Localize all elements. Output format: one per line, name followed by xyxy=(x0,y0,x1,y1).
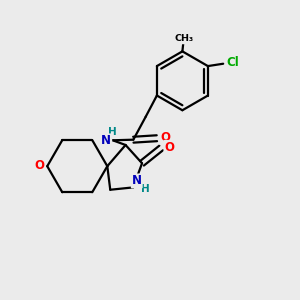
Text: H: H xyxy=(108,127,116,137)
Text: O: O xyxy=(34,159,44,172)
Text: N: N xyxy=(132,174,142,188)
Text: CH₃: CH₃ xyxy=(174,34,194,43)
Text: O: O xyxy=(160,131,170,144)
Text: O: O xyxy=(164,141,174,154)
Text: H: H xyxy=(141,184,150,194)
Text: N: N xyxy=(101,134,111,147)
Text: Cl: Cl xyxy=(226,56,239,69)
